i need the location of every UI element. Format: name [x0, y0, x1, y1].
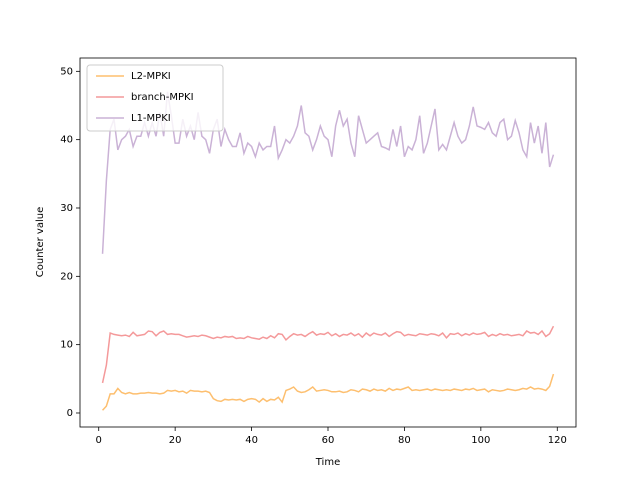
series-line — [101, 373, 555, 411]
y-axis-label: Counter value — [35, 207, 46, 277]
y-tick-label: 50 — [60, 66, 73, 77]
series-line — [101, 325, 555, 384]
legend-box — [86, 64, 224, 132]
x-tick-label: 40 — [245, 435, 258, 446]
x-axis-label: Time — [315, 457, 340, 468]
y-tick-label: 20 — [60, 271, 73, 282]
y-tick-label: 40 — [60, 135, 73, 146]
y-tick-label: 0 — [67, 408, 73, 419]
y-tick-label: 10 — [60, 340, 73, 351]
legend-label: L2-MPKI — [131, 71, 171, 82]
x-tick-label: 80 — [398, 435, 411, 446]
legend-label: branch-MPKI — [131, 92, 194, 103]
x-tick-label: 60 — [322, 435, 335, 446]
series-line — [101, 91, 555, 254]
y-tick-label: 30 — [60, 203, 73, 214]
x-tick-label: 120 — [548, 435, 567, 446]
x-tick-label: 0 — [96, 435, 102, 446]
plot-frame — [79, 57, 577, 428]
legend-label: L1-MPKI — [131, 113, 171, 124]
x-tick-label: 20 — [169, 435, 182, 446]
x-tick-label: 100 — [471, 435, 490, 446]
